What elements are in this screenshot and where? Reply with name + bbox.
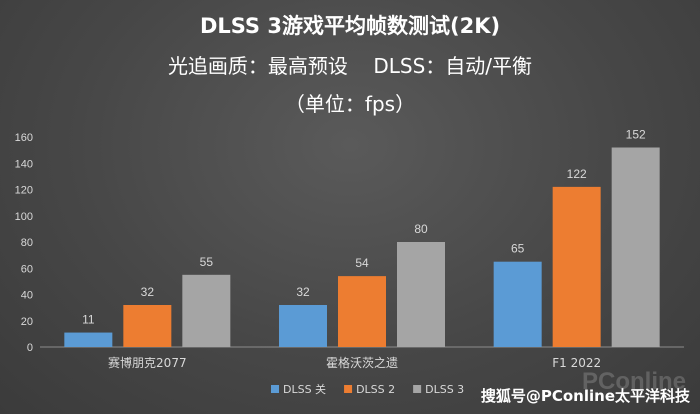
legend-swatch — [271, 385, 279, 393]
y-tick-label: 100 — [15, 211, 33, 223]
data-label: 11 — [82, 313, 95, 327]
data-label: 122 — [567, 167, 587, 181]
data-label: 65 — [511, 242, 525, 256]
data-label: 55 — [200, 255, 214, 269]
category-label: 赛博朋克2077 — [108, 355, 187, 370]
y-tick-label: 20 — [21, 316, 33, 328]
legend-swatch — [413, 385, 422, 393]
data-label: 54 — [355, 256, 369, 270]
y-tick-label: 80 — [21, 237, 33, 249]
y-tick-label: 40 — [21, 290, 33, 302]
bar — [552, 186, 601, 347]
bar — [338, 276, 386, 347]
bar — [279, 305, 327, 347]
bar — [123, 305, 172, 347]
bar — [397, 242, 445, 347]
data-label: 32 — [296, 285, 310, 299]
category-label: F1 2022 — [552, 356, 601, 370]
legend-label: DLSS 2 — [356, 383, 395, 396]
bar — [64, 332, 113, 347]
legend-swatch — [344, 385, 353, 393]
data-label: 80 — [414, 222, 428, 236]
y-tick-label: 120 — [15, 185, 33, 197]
legend-label: DLSS 3 — [425, 383, 464, 396]
chart-unit-note: （单位：fps） — [284, 92, 416, 116]
y-tick-label: 60 — [21, 263, 33, 275]
watermark-logo: PConline — [581, 368, 686, 395]
legend-label: DLSS 关 — [283, 382, 326, 396]
bar — [493, 261, 542, 347]
data-label: 152 — [626, 128, 646, 142]
watermark-text: 搜狐号@PConline太平洋科技 — [480, 387, 690, 405]
bar — [182, 274, 231, 347]
chart-subtitle: 光追画质：最高预设 DLSS：自动/平衡 — [167, 54, 533, 78]
y-tick-label: 0 — [27, 342, 33, 354]
bar — [611, 147, 660, 347]
y-tick-label: 160 — [15, 132, 33, 144]
chart-title: DLSS 3游戏平均帧数测试(2K) — [199, 14, 501, 38]
data-label: 32 — [141, 285, 155, 299]
y-tick-label: 140 — [15, 158, 33, 170]
category-label: 霍格沃茨之遗 — [326, 355, 398, 370]
